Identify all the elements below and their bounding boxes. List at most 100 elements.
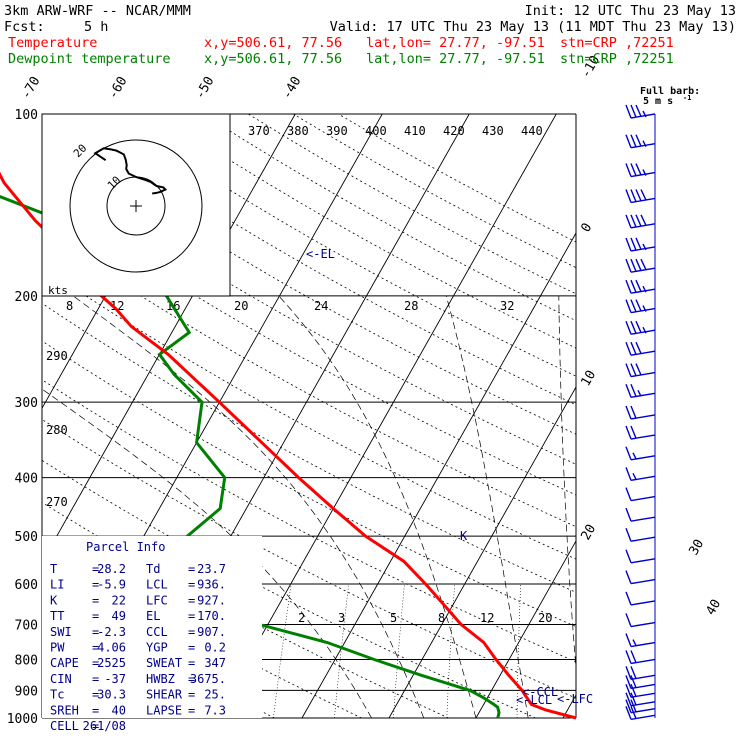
wind-barb-flag	[625, 384, 632, 398]
parcel-info-cell: 22	[112, 593, 126, 607]
wind-barb	[625, 613, 656, 628]
parcel-info-cell: PW	[50, 641, 65, 655]
wind-barb-staff	[630, 267, 656, 273]
wind-barb	[625, 487, 656, 502]
wind-barb	[625, 706, 656, 721]
dry-adiabat	[42, 419, 576, 699]
isotherm	[214, 114, 557, 718]
wind-barb-staff	[630, 495, 656, 502]
wind-barb-column	[625, 104, 656, 721]
wind-barb-staff	[630, 475, 656, 482]
wind-barb-flag	[630, 189, 637, 202]
parcel-info-cell: -37	[104, 672, 126, 686]
pressure-tick-label: 400	[15, 472, 38, 487]
model-title: 3km ARW-WRF -- NCAR/MMM	[4, 3, 191, 19]
parcel-info-cell: =	[92, 562, 99, 576]
dewpoint-station: stn=CRP ,72251	[560, 51, 674, 67]
wind-barb-flag	[625, 405, 632, 420]
wind-barb	[625, 549, 656, 564]
wind-barb-flag	[630, 134, 637, 148]
dry-adiabat	[42, 545, 362, 718]
hodograph-ring	[69, 139, 203, 273]
dry-adiabat-label: 290	[46, 349, 68, 363]
isentrope-label: 420	[443, 124, 465, 138]
parcel-info-cell: SWI	[50, 625, 72, 639]
mixing-ratio-label: 8	[438, 611, 445, 625]
isotherm	[301, 232, 576, 718]
parcel-info-cell: =	[92, 625, 99, 639]
wind-barb-staff	[630, 223, 656, 229]
pressure-tick-label: 300	[15, 396, 38, 411]
dry-adiabat	[248, 114, 576, 295]
wind-barb-half	[642, 243, 647, 251]
parcel-info-cell: =	[92, 703, 99, 717]
dry-adiabat-label: 280	[46, 423, 68, 437]
wind-barb	[625, 163, 656, 178]
mixing-ratio-line	[446, 583, 455, 718]
wind-barb	[625, 699, 656, 714]
mixing-ratio-label: 2	[298, 611, 305, 625]
isotherm	[388, 386, 576, 718]
wind-barb-staff	[630, 414, 656, 420]
wind-barb-flag	[630, 683, 637, 697]
barb-legend-sup: -1	[683, 94, 691, 102]
wind-barb-flag	[635, 363, 642, 376]
wind-barb-staff	[630, 536, 656, 542]
hodograph-speed-label: 24	[314, 299, 328, 313]
wind-barb	[625, 134, 656, 149]
temperature-legend: Temperature	[8, 35, 97, 51]
wind-barb-staff	[630, 578, 656, 585]
parcel-info-cell: =	[188, 593, 195, 607]
wind-barb-flag	[630, 258, 637, 272]
header: 3km ARW-WRF -- NCAR/MMM Init: 12 UTC Thu …	[4, 3, 736, 107]
wind-barb-flag	[630, 706, 637, 719]
dry-adiabat	[42, 340, 576, 628]
wind-barb-staff	[630, 714, 656, 721]
parcel-info-cell: 3675.	[190, 672, 226, 686]
hodograph-speed-label: 8	[66, 299, 73, 313]
forecast-label: Fcst:	[4, 19, 45, 35]
wind-barb-half	[642, 110, 647, 118]
wind-barb-flag	[630, 384, 637, 397]
wind-barb-flag	[625, 507, 632, 522]
parcel-info-cell: LAPSE	[146, 703, 182, 717]
moist-adiabat	[72, 295, 425, 718]
wind-barb-flag	[625, 487, 632, 501]
pressure-tick-label: 900	[15, 684, 38, 699]
wind-barb-flag	[640, 214, 647, 226]
parcel-info-cell: CELL	[50, 719, 79, 733]
parcel-info-cell: 0.2	[204, 641, 226, 655]
wind-barb-flag	[630, 341, 637, 355]
parcel-info-cell: LFC	[146, 593, 168, 607]
el-label: <-EL	[306, 247, 335, 261]
temperature-xy: x,y=506.61, 77.56	[204, 35, 342, 51]
wind-barb-flag	[630, 405, 637, 419]
wind-barb	[625, 279, 656, 294]
parcel-info-cell: =	[92, 578, 99, 592]
hodograph-trace	[93, 147, 168, 195]
parcel-info-cell: =	[188, 625, 195, 639]
wind-barb-flag	[625, 613, 632, 627]
wind-barb	[625, 570, 656, 585]
wind-barb-flag	[625, 549, 632, 564]
parcel-info-cell: =	[188, 688, 195, 702]
wind-barb-flag	[630, 650, 637, 663]
hodograph-units: kts	[48, 284, 68, 297]
temperature-tick-label: 0	[578, 221, 595, 235]
temperature-tick-label: -40	[280, 74, 305, 102]
dewpoint-xy: x,y=506.61, 77.56	[204, 51, 342, 67]
parcel-info-cell: Td	[146, 562, 160, 576]
mixing-ratio-label: 12	[480, 611, 494, 625]
wind-barb-staff	[630, 516, 656, 522]
wind-barb-staff	[630, 674, 656, 681]
wind-barb-staff	[630, 288, 656, 294]
parcel-info-cell: =	[92, 593, 99, 607]
wind-barb-flag	[630, 279, 637, 293]
wind-barb-flag	[635, 341, 642, 354]
wind-barb-flag	[625, 675, 632, 689]
wind-barb-flag	[635, 258, 642, 271]
wind-barb-flag	[625, 134, 632, 148]
dry-adiabat	[338, 114, 576, 243]
wind-barb	[625, 633, 656, 648]
temperature-tick-label: -50	[193, 74, 218, 102]
